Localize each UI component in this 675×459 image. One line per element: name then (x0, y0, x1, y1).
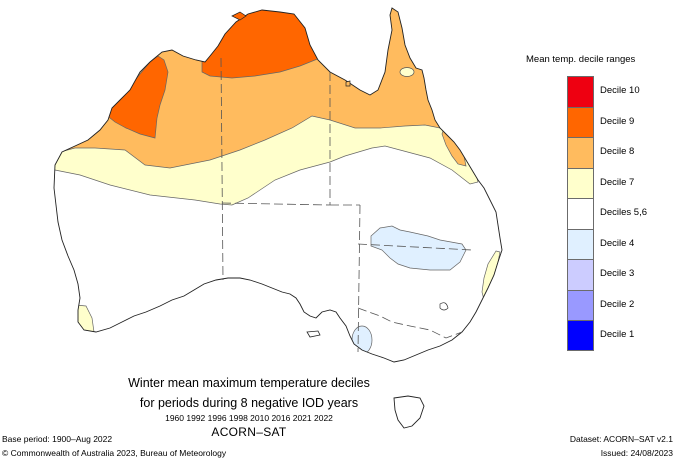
decile-7-sa-patch (291, 309, 304, 322)
legend-label: Decile 10 (600, 85, 640, 96)
copyright: © Commonwealth of Australia 2023, Bureau… (2, 448, 227, 458)
border-nsw-vic (357, 307, 463, 339)
legend-label: Decile 2 (600, 298, 635, 310)
legend-label: Decile 1 (600, 329, 635, 340)
legend-label: Decile 8 (600, 146, 635, 157)
border-qld-nsw (357, 243, 473, 251)
map-title-years: 1960 1992 1996 1998 2010 2016 2021 2022 (165, 413, 333, 423)
border-nt-sa (221, 202, 331, 206)
issued-date: Issued: 24/08/2023 (600, 448, 673, 458)
groote-island (345, 80, 351, 87)
legend-swatch (567, 198, 594, 229)
legend-label: Decile 3 (600, 268, 635, 279)
legend-swatch (567, 289, 594, 320)
legend-swatch (567, 259, 594, 290)
border-sa-east (357, 204, 361, 353)
border-wa (220, 57, 224, 281)
tasmania (393, 395, 425, 429)
map-title-dataset: ACORN–SAT (211, 425, 287, 439)
legend-swatch (567, 228, 594, 259)
legend-swatch (567, 137, 594, 168)
legend-label: Deciles 5,6 (600, 207, 647, 218)
lake-outline (439, 302, 449, 311)
decile-4-qld-nsw-region (370, 225, 467, 271)
legend-label: Decile 7 (600, 176, 635, 188)
state-borders (220, 57, 473, 353)
legend-label: Decile 4 (600, 237, 635, 249)
legend-title: Mean temp. decile ranges (526, 54, 636, 65)
legend-swatch (567, 320, 594, 351)
legend-label: Decile 9 (600, 115, 635, 127)
map-title-line1: Winter mean maximum temperature deciles (128, 376, 370, 390)
legend-swatch (567, 76, 594, 107)
legend-swatch (567, 106, 594, 137)
dataset-version: Dataset: ACORN–SAT v2.1 (569, 434, 673, 444)
base-period: Base period: 1900–Aug 2022 (2, 434, 113, 444)
kangaroo-island (306, 330, 321, 338)
map-title-line2: for periods during 8 negative IOD years (139, 396, 359, 410)
legend-swatch (567, 167, 594, 198)
melville-island (231, 11, 247, 21)
decile-7-cape-oval (399, 67, 415, 77)
